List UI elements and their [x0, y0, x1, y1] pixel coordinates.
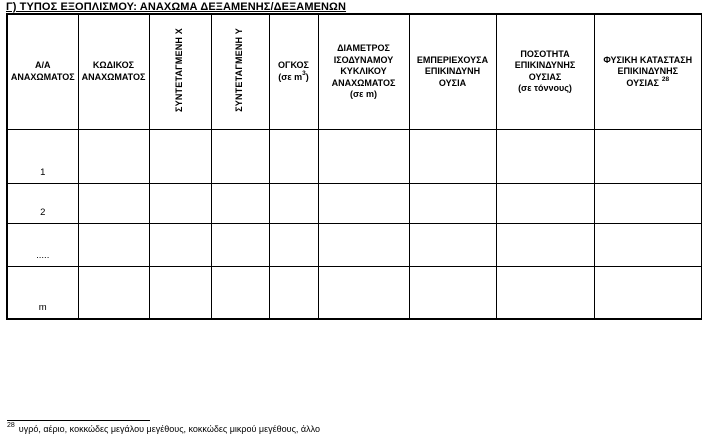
data-cell[interactable]	[317, 265, 410, 320]
data-cell[interactable]	[593, 182, 702, 224]
table-row-m: m	[6, 265, 702, 320]
data-cell[interactable]	[210, 265, 270, 320]
table-row-1: 1	[6, 128, 702, 184]
footnote-number: 28	[7, 422, 15, 429]
header-volume-label: ΟΓΚΟΣ	[278, 60, 309, 71]
data-cell[interactable]	[77, 182, 150, 224]
header-embankment-number-label: Α/Α ΑΝΑΧΩΜΑΤΟΣ	[10, 60, 75, 82]
table-header-row: Α/Α ΑΝΑΧΩΜΑΤΟΣ ΚΩΔΙΚΟΣ ΑΝΑΧΩΜΑΤΟΣ ΣΥΝΤΕΤ…	[6, 13, 702, 130]
row-label: .....	[36, 249, 50, 261]
data-cell[interactable]	[593, 128, 702, 184]
header-physical-state-label: ΦΥΣΙΚΗ ΚΑΤΑΣΤΑΣΗ ΕΠΙΚΙΝΔΥΝΗΣ ΟΥΣΙΑΣ	[603, 54, 693, 88]
physical-state-footnote-ref: 28	[661, 76, 670, 83]
data-cell[interactable]	[593, 222, 702, 267]
data-cell[interactable]	[495, 182, 595, 224]
row-1-label-cell[interactable]: 1	[6, 128, 79, 184]
data-cell[interactable]	[408, 182, 497, 224]
header-equivalent-diameter-label: ΔΙΑΜΕΤΡΟΣ ΙΣΟΔΥΝΑΜΟΥ ΚΥΚΛΙΚΟΥ ΑΝΑΧΩΜΑΤΟΣ…	[331, 43, 396, 99]
data-cell[interactable]	[408, 265, 497, 320]
header-contained-substance-label: ΕΜΠΕΡΙΕΧΟΥΣΑ ΕΠΙΚΙΝΔΥΝΗ ΟΥΣΙΑ	[416, 54, 489, 88]
data-cell[interactable]	[268, 182, 319, 224]
header-equivalent-diameter: ΔΙΑΜΕΤΡΟΣ ΙΣΟΔΥΝΑΜΟΥ ΚΥΚΛΙΚΟΥ ΑΝΑΧΩΜΑΤΟΣ…	[317, 13, 410, 130]
data-cell[interactable]	[210, 182, 270, 224]
data-cell[interactable]	[593, 265, 702, 320]
header-coordinate-y-label: ΣΥΝΤΕΤΑΓΜΕΝΗ Υ	[234, 28, 245, 112]
data-cell[interactable]	[210, 128, 270, 184]
header-substance-quantity: ΠΟΣΟΤΗΤΑ ΕΠΙΚΙΝΔΥΝΗΣ ΟΥΣΙΑΣ (σε τόννους)	[495, 13, 595, 130]
row-ellipsis-label-cell[interactable]: .....	[6, 222, 79, 267]
row-m-label-cell[interactable]: m	[6, 265, 79, 320]
data-cell[interactable]	[317, 222, 410, 267]
header-physical-state: ΦΥΣΙΚΗ ΚΑΤΑΣΤΑΣΗ ΕΠΙΚΙΝΔΥΝΗΣ ΟΥΣΙΑΣ 28	[593, 13, 702, 130]
header-embankment-number: Α/Α ΑΝΑΧΩΜΑΤΟΣ	[6, 13, 79, 130]
data-cell[interactable]	[148, 222, 212, 267]
data-cell[interactable]	[408, 222, 497, 267]
data-cell[interactable]	[495, 128, 595, 184]
header-substance-quantity-label: ΠΟΣΟΤΗΤΑ ΕΠΙΚΙΝΔΥΝΗΣ ΟΥΣΙΑΣ (σε τόννους)	[514, 48, 576, 94]
footnote-text-line: 28 υγρό, αέριο, κοκκώδες μεγάλου μεγέθους…	[7, 422, 320, 435]
data-cell[interactable]	[148, 182, 212, 224]
data-cell[interactable]	[495, 265, 595, 320]
data-cell[interactable]	[268, 265, 319, 320]
header-coordinate-x-label: ΣΥΝΤΕΤΑΓΜΕΝΗ Χ	[174, 28, 185, 112]
header-embankment-code: ΚΩΔΙΚΟΣ ΑΝΑΧΩΜΑΤΟΣ	[77, 13, 150, 130]
data-cell[interactable]	[77, 128, 150, 184]
header-volume-unit: (σε m3)	[278, 70, 309, 82]
data-cell[interactable]	[148, 265, 212, 320]
header-volume: ΟΓΚΟΣ (σε m3)	[268, 13, 319, 130]
data-cell[interactable]	[317, 182, 410, 224]
embankment-table: Α/Α ΑΝΑΧΩΜΑΤΟΣ ΚΩΔΙΚΟΣ ΑΝΑΧΩΜΑΤΟΣ ΣΥΝΤΕΤ…	[6, 13, 702, 320]
footnote: 28 υγρό, αέριο, κοκκώδες μεγάλου μεγέθους…	[7, 420, 320, 435]
data-cell[interactable]	[408, 128, 497, 184]
data-cell[interactable]	[210, 222, 270, 267]
table-row-ellipsis: .....	[6, 222, 702, 267]
header-contained-substance: ΕΜΠΕΡΙΕΧΟΥΣΑ ΕΠΙΚΙΝΔΥΝΗ ΟΥΣΙΑ	[408, 13, 497, 130]
footnote-separator-line	[7, 420, 150, 421]
footnote-text: υγρό, αέριο, κοκκώδες μεγάλου μεγέθους, …	[18, 424, 320, 434]
header-embankment-code-label: ΚΩΔΙΚΟΣ ΑΝΑΧΩΜΑΤΟΣ	[81, 60, 146, 82]
row-label: m	[38, 302, 47, 313]
data-cell[interactable]	[317, 128, 410, 184]
header-coordinate-y: ΣΥΝΤΕΤΑΓΜΕΝΗ Υ	[210, 13, 270, 130]
data-cell[interactable]	[268, 128, 319, 184]
table-row-2: 2	[6, 182, 702, 224]
data-cell[interactable]	[77, 222, 150, 267]
data-cell[interactable]	[148, 128, 212, 184]
data-cell[interactable]	[268, 222, 319, 267]
row-label: 1	[40, 166, 46, 178]
header-coordinate-x: ΣΥΝΤΕΤΑΓΜΕΝΗ Χ	[148, 13, 212, 130]
data-cell[interactable]	[495, 222, 595, 267]
row-2-label-cell[interactable]: 2	[6, 182, 79, 224]
volume-unit-superscript: 3	[302, 70, 306, 78]
data-cell[interactable]	[77, 265, 150, 320]
page-title: Γ) ΤΥΠΟΣ ΕΞΟΠΛΙΣΜΟΥ: ΑΝΑΧΩΜΑ ΔΕΞΑΜΕΝΗΣ/Δ…	[6, 1, 347, 13]
row-label: 2	[40, 206, 46, 218]
